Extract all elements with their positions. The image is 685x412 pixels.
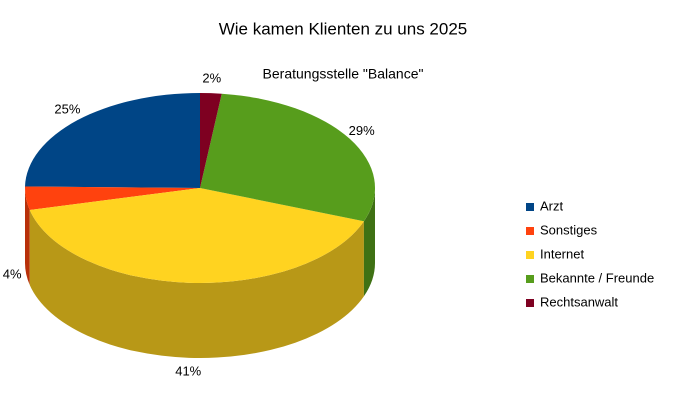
data-label: 41% xyxy=(175,363,201,378)
legend-label: Arzt xyxy=(540,198,564,213)
legend-swatch xyxy=(526,251,534,259)
slice-side xyxy=(25,188,30,285)
slice-side xyxy=(363,188,375,297)
data-label: 2% xyxy=(202,70,221,85)
slice xyxy=(29,188,364,283)
legend-swatch xyxy=(526,203,534,211)
slice xyxy=(25,186,201,210)
slice xyxy=(200,93,222,188)
slice xyxy=(25,93,200,188)
legend-label: Sonstiges xyxy=(540,222,598,237)
slice xyxy=(200,93,375,222)
legend-label: Bekannte / Freunde xyxy=(540,270,654,285)
chart-title: Wie kamen Klienten zu uns 2025 xyxy=(219,19,468,38)
legend-swatch xyxy=(526,299,534,307)
data-label: 4% xyxy=(3,266,22,281)
legend-swatch xyxy=(526,275,534,283)
legend-label: Internet xyxy=(540,246,584,261)
data-label: 25% xyxy=(54,102,80,117)
chart-subtitle: Beratungsstelle "Balance" xyxy=(263,66,424,82)
data-label: 29% xyxy=(349,123,375,138)
legend-label: Rechtsanwalt xyxy=(540,294,618,309)
legend-swatch xyxy=(526,227,534,235)
slice-side xyxy=(29,209,364,358)
